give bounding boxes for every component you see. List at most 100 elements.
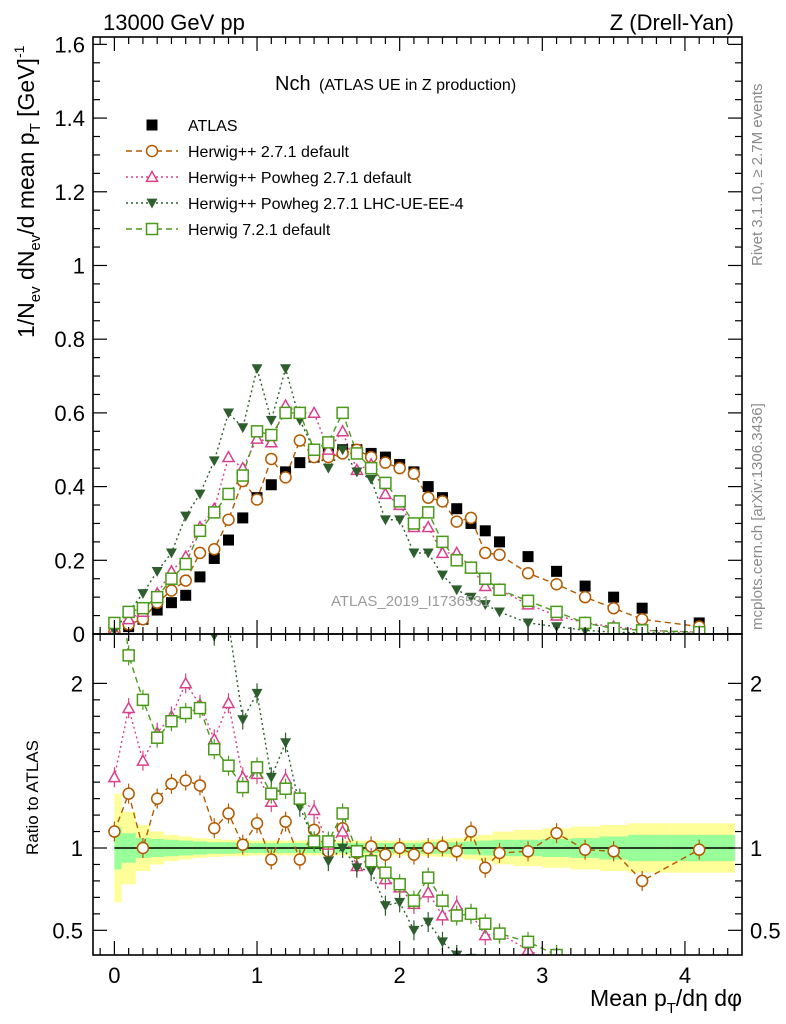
ratio-point-herwig_default xyxy=(379,848,392,861)
point-herwig721 xyxy=(207,506,221,519)
point-herwig721 xyxy=(493,583,506,597)
ratio-point-herwig721 xyxy=(222,759,235,772)
ratio-point-herwig721 xyxy=(307,835,321,848)
point-herwig721 xyxy=(236,469,250,482)
point-atlas xyxy=(551,565,563,577)
ratio-point-herwig_default xyxy=(692,843,706,856)
legend-marker-atlas xyxy=(146,119,158,131)
ratio-point-herwig721 xyxy=(122,649,135,662)
ratio-point-powheg_lhc xyxy=(337,843,349,854)
ratio-point-powheg_lhc xyxy=(223,618,234,628)
point-herwig_default xyxy=(222,513,235,527)
plot-title-main: Nch xyxy=(275,73,311,95)
ratio-point-herwig721 xyxy=(464,907,478,921)
point-herwig721 xyxy=(421,506,435,519)
ratio-y-tick-label: 1 xyxy=(71,836,83,861)
ratio-point-powheg_lhc xyxy=(379,901,391,912)
point-herwig_default xyxy=(207,542,221,556)
point-herwig_default xyxy=(179,574,192,587)
x-axis-label: Mean pT/dη dφ xyxy=(590,985,742,1017)
point-herwig721 xyxy=(450,554,463,567)
ratio-point-powheg_default xyxy=(478,928,493,941)
point-powheg_default xyxy=(321,442,336,455)
point-powheg_default xyxy=(478,579,493,592)
y-tick-label: 1.4 xyxy=(54,106,85,131)
ratio-point-powheg_default xyxy=(107,770,122,783)
ratio-point-herwig721 xyxy=(322,835,335,848)
point-powheg_lhc xyxy=(223,408,235,419)
y-tick-label: 1 xyxy=(73,253,85,278)
ratio-line-herwig_default xyxy=(113,779,700,882)
ratio-point-herwig721 xyxy=(393,877,406,891)
ratio-point-powheg_default xyxy=(435,908,450,921)
ratio-point-herwig_default xyxy=(179,774,192,787)
point-powheg_default xyxy=(435,545,450,559)
ratio-point-herwig721 xyxy=(136,693,150,707)
ratio-point-herwig_default xyxy=(635,874,649,888)
x-tick-label: 3 xyxy=(536,963,548,988)
point-powheg_lhc xyxy=(479,600,491,611)
ratio-point-herwig_default xyxy=(136,841,150,855)
point-powheg_lhc xyxy=(194,489,206,500)
ratio-point-herwig_default xyxy=(236,838,250,851)
ratio-point-herwig721 xyxy=(207,742,221,756)
point-herwig721 xyxy=(322,436,335,449)
point-powheg_lhc xyxy=(165,548,177,559)
ratio-point-herwig_default xyxy=(193,779,207,792)
point-herwig721 xyxy=(393,495,406,508)
point-herwig_default xyxy=(450,515,463,528)
point-powheg_default xyxy=(264,435,279,448)
ratio-point-powheg_default xyxy=(136,753,150,766)
ratio-point-herwig_default xyxy=(165,777,178,791)
legend-marker-powheg_lhc xyxy=(146,198,158,209)
point-herwig_default xyxy=(293,434,307,447)
ratio-point-powheg_lhc xyxy=(494,969,505,979)
ratio-point-powheg_lhc xyxy=(237,715,249,726)
point-herwig721 xyxy=(250,425,264,438)
point-powheg_default xyxy=(221,450,236,463)
y-tick-label: 0.4 xyxy=(54,475,85,500)
ratio-series-layer xyxy=(107,580,706,979)
ratio-point-powheg_default xyxy=(421,885,435,898)
point-herwig721 xyxy=(436,535,449,549)
ratio-point-herwig721 xyxy=(521,935,535,949)
point-herwig_default xyxy=(165,584,178,597)
point-herwig_default xyxy=(479,546,492,560)
ratio-point-herwig_default xyxy=(450,845,463,858)
ratio-point-herwig721 xyxy=(479,917,492,930)
point-herwig_default xyxy=(407,467,421,480)
y-tick-label: 0.2 xyxy=(54,548,85,573)
ratio-point-herwig_default xyxy=(578,843,592,856)
point-herwig_default xyxy=(421,491,435,504)
ratio-point-powheg_lhc xyxy=(109,580,120,590)
ratio-point-powheg_lhc xyxy=(351,863,363,874)
point-atlas xyxy=(494,536,506,548)
point-herwig_default xyxy=(379,456,392,469)
point-herwig721 xyxy=(364,461,378,475)
x-tick-label: 1 xyxy=(251,963,263,988)
point-herwig_default xyxy=(607,601,620,615)
y-tick-label: 1.2 xyxy=(54,180,85,205)
ratio-point-powheg_default xyxy=(307,803,321,816)
ratio-point-herwig_default xyxy=(436,840,449,853)
y-tick-label: 0.6 xyxy=(54,401,85,426)
point-herwig721 xyxy=(521,594,535,608)
point-powheg_lhc xyxy=(180,511,192,522)
ratio-point-herwig721 xyxy=(179,706,192,720)
y-tick-label: 1.6 xyxy=(54,32,85,57)
ratio-point-herwig721 xyxy=(336,807,349,820)
legend-marker-herwig_default xyxy=(145,144,159,158)
point-atlas xyxy=(522,551,534,563)
point-atlas xyxy=(180,589,192,601)
legend-label-herwig_default: Herwig++ 2.7.1 default xyxy=(188,144,350,161)
point-atlas xyxy=(237,512,249,524)
ratio-y-tick-label: 0.5 xyxy=(52,918,83,943)
ratio-point-herwig721 xyxy=(150,731,164,744)
ratio-point-herwig721 xyxy=(493,927,506,940)
point-powheg_default xyxy=(421,520,435,533)
y-axis-label-main: 1/Nev dNev/d mean pT [GeV]-1 xyxy=(11,45,44,338)
point-atlas xyxy=(579,580,591,592)
point-powheg_lhc xyxy=(379,515,391,526)
ratio-point-herwig_default xyxy=(108,825,121,838)
ratio-point-herwig_default xyxy=(607,845,620,858)
